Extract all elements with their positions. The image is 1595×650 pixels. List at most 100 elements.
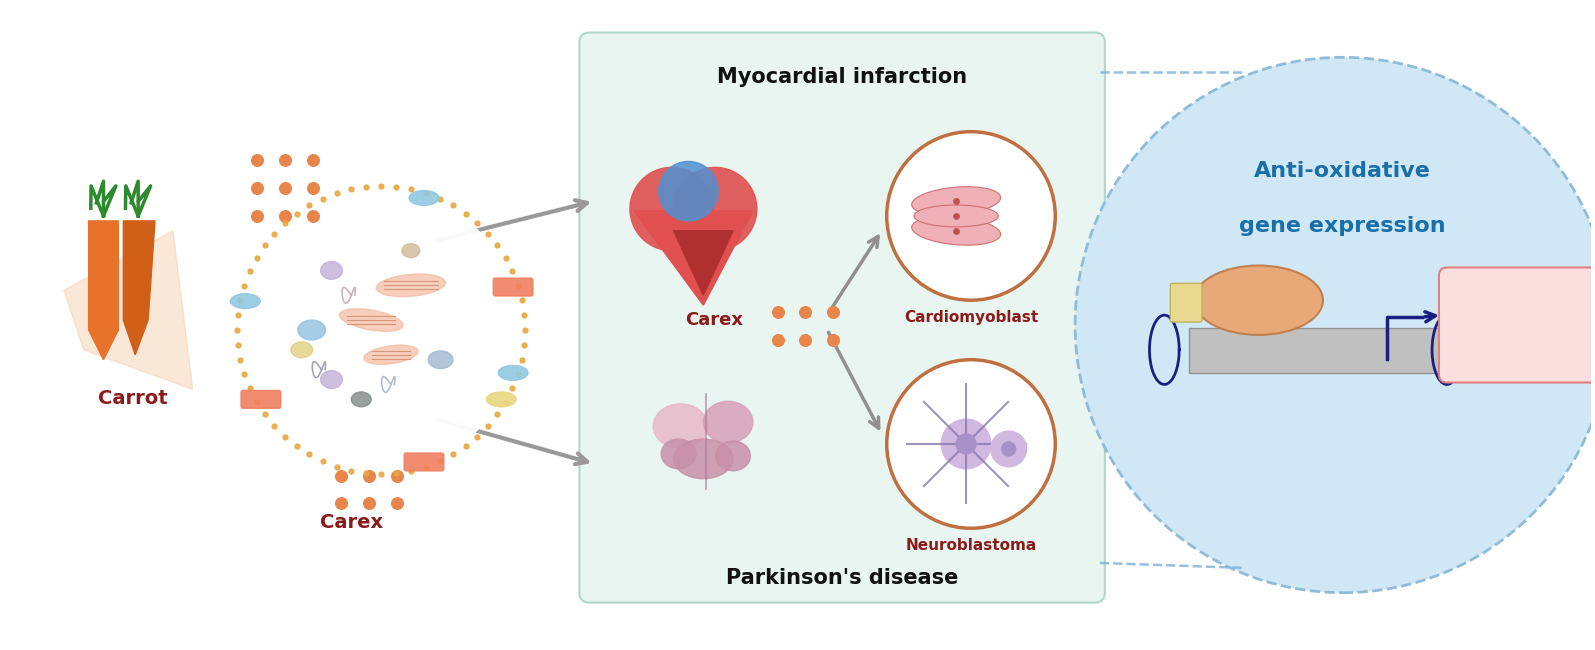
Point — [309, 456, 335, 467]
Point — [284, 441, 309, 452]
Point — [354, 182, 380, 192]
Circle shape — [1075, 57, 1595, 593]
Point — [499, 266, 525, 277]
Point — [356, 499, 381, 509]
Point — [284, 209, 309, 219]
Point — [225, 310, 250, 320]
Text: Cardiomyoblast: Cardiomyoblast — [904, 310, 1038, 325]
Ellipse shape — [298, 320, 325, 340]
Point — [225, 340, 250, 350]
Ellipse shape — [290, 342, 313, 358]
Point — [238, 266, 263, 277]
Point — [943, 211, 968, 221]
Point — [383, 468, 408, 478]
Point — [766, 307, 791, 317]
Point — [383, 182, 408, 192]
Ellipse shape — [230, 294, 260, 309]
Point — [506, 369, 531, 380]
Point — [399, 184, 424, 194]
Ellipse shape — [1195, 265, 1322, 335]
Point — [252, 410, 278, 420]
Polygon shape — [123, 221, 155, 355]
Ellipse shape — [716, 441, 750, 471]
Point — [231, 369, 257, 380]
Point — [493, 253, 518, 263]
Text: Anti-oxidative: Anti-oxidative — [1254, 161, 1431, 181]
Point — [244, 253, 270, 263]
Point — [766, 335, 791, 345]
Ellipse shape — [914, 205, 998, 227]
Ellipse shape — [673, 439, 734, 478]
Point — [485, 410, 510, 420]
Point — [453, 441, 478, 452]
Point — [309, 194, 335, 204]
Text: HO-1 ↑: HO-1 ↑ — [1488, 294, 1560, 312]
Point — [820, 335, 845, 345]
Ellipse shape — [351, 392, 372, 407]
Ellipse shape — [340, 309, 404, 332]
FancyBboxPatch shape — [579, 32, 1105, 603]
Point — [793, 307, 818, 317]
Point — [297, 200, 322, 211]
Text: NQO-1 ↑: NQO-1 ↑ — [1480, 338, 1568, 356]
Point — [509, 295, 534, 306]
Circle shape — [887, 359, 1056, 528]
Point — [244, 155, 270, 166]
Point — [440, 200, 466, 211]
Ellipse shape — [912, 216, 1000, 245]
Polygon shape — [89, 221, 118, 359]
Ellipse shape — [498, 365, 528, 380]
Point — [228, 295, 254, 306]
Point — [413, 188, 439, 198]
Ellipse shape — [912, 187, 1000, 215]
Point — [512, 310, 538, 320]
Point — [300, 155, 325, 166]
Circle shape — [990, 431, 1027, 467]
Text: Neuroblastoma: Neuroblastoma — [906, 538, 1037, 553]
Point — [509, 355, 534, 365]
Ellipse shape — [321, 370, 343, 389]
Text: Parkinson's disease: Parkinson's disease — [726, 567, 959, 588]
Point — [244, 211, 270, 221]
Point — [273, 218, 298, 228]
Point — [338, 184, 364, 194]
Point — [506, 280, 531, 291]
Polygon shape — [633, 211, 753, 305]
Point — [354, 468, 380, 478]
Point — [820, 307, 845, 317]
Ellipse shape — [654, 404, 708, 448]
Ellipse shape — [376, 274, 445, 296]
Point — [273, 432, 298, 442]
Point — [338, 465, 364, 476]
Text: Carex: Carex — [319, 514, 383, 532]
Point — [273, 155, 298, 166]
Circle shape — [955, 434, 976, 454]
Point — [399, 465, 424, 476]
Text: Nrf-2 ↑: Nrf-2 ↑ — [1225, 291, 1292, 309]
FancyBboxPatch shape — [493, 278, 533, 296]
Point — [485, 240, 510, 251]
Point — [238, 384, 263, 394]
Point — [244, 396, 270, 407]
Point — [231, 280, 257, 291]
Point — [329, 471, 354, 481]
Ellipse shape — [486, 392, 517, 407]
Point — [943, 196, 968, 206]
Point — [464, 432, 490, 442]
FancyBboxPatch shape — [404, 453, 443, 471]
Text: ARE: ARE — [1298, 341, 1338, 359]
Point — [493, 396, 518, 407]
Text: Myocardial infarction: Myocardial infarction — [718, 67, 967, 87]
Polygon shape — [64, 231, 193, 389]
Circle shape — [941, 419, 990, 469]
Point — [512, 340, 538, 350]
Point — [464, 218, 490, 228]
Point — [300, 183, 325, 194]
Ellipse shape — [364, 345, 418, 365]
Circle shape — [673, 167, 758, 251]
Text: Carex: Carex — [684, 311, 743, 329]
Point — [793, 335, 818, 345]
Point — [244, 183, 270, 194]
Ellipse shape — [427, 351, 453, 369]
Point — [262, 229, 287, 239]
